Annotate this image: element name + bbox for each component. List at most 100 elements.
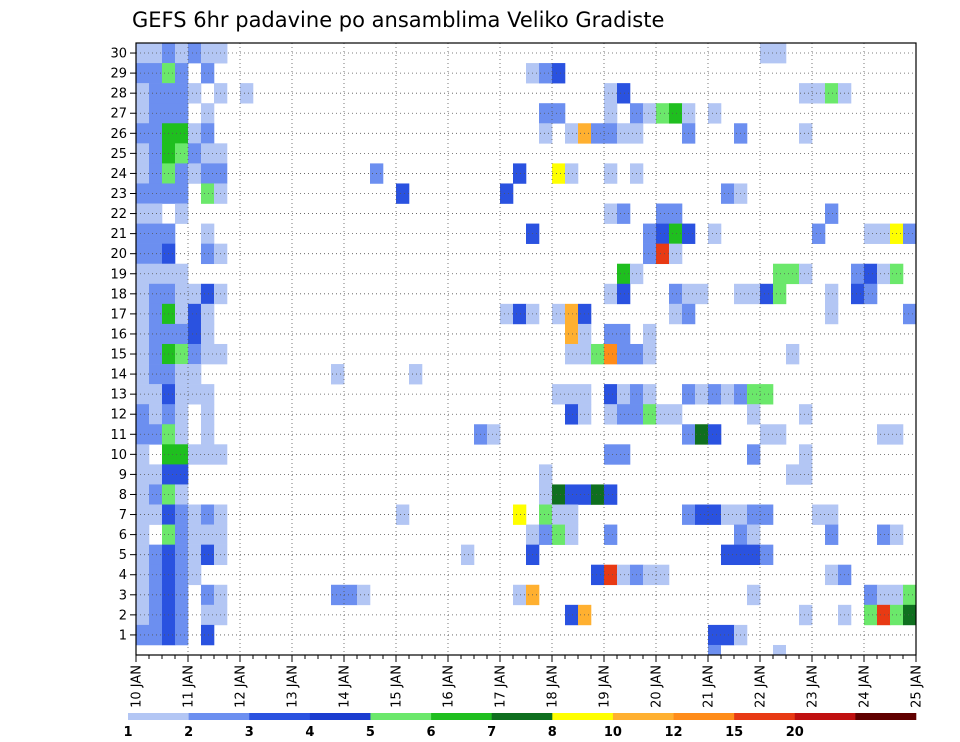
- precip-cell: [175, 424, 189, 445]
- precip-cell: [188, 303, 202, 325]
- precip-cell: [773, 283, 787, 305]
- precip-cell: [136, 484, 150, 505]
- precip-cell: [188, 504, 202, 525]
- precip-cell: [201, 404, 215, 425]
- colorbar-swatch: [552, 713, 614, 720]
- precip-cell: [825, 303, 839, 325]
- precip-cell: [240, 83, 254, 104]
- precip-cell: [201, 343, 228, 365]
- precip-cell: [188, 163, 202, 184]
- precip-cell: [643, 404, 657, 425]
- precip-cell: [721, 384, 735, 405]
- y-tick-label: 21: [110, 227, 127, 242]
- precip-cell: [149, 484, 163, 505]
- precip-cell: [175, 303, 189, 325]
- x-tick-label: 16 JAN: [442, 665, 457, 708]
- precip-cell: [643, 323, 657, 345]
- precip-cell: [565, 524, 579, 545]
- precip-cell: [617, 384, 631, 405]
- precip-cell: [812, 504, 839, 525]
- precip-cell: [539, 484, 553, 505]
- precip-cell: [760, 544, 774, 566]
- precip-cell: [201, 63, 215, 84]
- precip-cell: [149, 384, 163, 405]
- precip-cell: [201, 103, 215, 124]
- y-tick-label: 28: [110, 87, 127, 102]
- precip-cell: [136, 364, 150, 385]
- precip-cell: [877, 584, 904, 606]
- precip-cell: [669, 283, 683, 305]
- y-tick-label: 3: [119, 588, 127, 603]
- colorbar-swatch: [734, 713, 796, 720]
- precip-cell: [513, 163, 527, 184]
- y-tick-label: 19: [110, 267, 127, 282]
- precip-cell: [175, 343, 189, 365]
- precip-cell: [201, 584, 215, 606]
- colorbar-label: 8: [548, 725, 557, 740]
- y-tick-label: 29: [110, 67, 127, 82]
- precip-cell: [565, 343, 592, 365]
- precip-cell: [799, 123, 813, 144]
- y-tick-label: 13: [110, 388, 127, 403]
- y-tick-label: 24: [110, 167, 127, 182]
- colorbar-swatch: [612, 713, 674, 720]
- y-tick-label: 30: [110, 47, 127, 62]
- colorbar-label: 7: [487, 725, 496, 740]
- precip-cell: [604, 203, 618, 224]
- precip-cell: [773, 263, 800, 285]
- precip-cell: [903, 604, 917, 626]
- precip-cell: [669, 303, 683, 325]
- precip-cell: [136, 604, 150, 626]
- precip-cell: [877, 604, 891, 626]
- precip-cell: [149, 544, 163, 566]
- precip-cell: [721, 504, 748, 525]
- precip-cell: [136, 384, 150, 405]
- precip-cell: [851, 283, 865, 305]
- precip-cell: [552, 524, 566, 545]
- x-axis: 10 JAN 11 JAN 12 JAN 13 JAN 14 JAN 15 JAN 16 J…: [130, 655, 925, 708]
- y-tick-label: 9: [119, 468, 127, 483]
- precip-cell: [825, 203, 839, 224]
- precip-cell: [604, 163, 618, 184]
- colorbar-label: 6: [427, 725, 436, 740]
- precip-cell: [643, 103, 657, 124]
- precip-cell: [552, 303, 566, 325]
- y-tick-label: 15: [110, 348, 127, 363]
- x-tick-label: 12 JAN: [234, 665, 249, 708]
- precip-cell: [149, 323, 176, 345]
- precip-cell: [643, 384, 657, 405]
- precip-cell: [552, 63, 566, 84]
- precip-cell: [201, 384, 215, 405]
- x-tick-label: 25 JAN: [910, 665, 925, 708]
- precip-cell: [136, 343, 150, 365]
- x-tick-label: 22 JAN: [754, 665, 769, 708]
- precip-cell: [617, 404, 644, 425]
- colorbar-swatch: [128, 713, 189, 720]
- precip-cell: [591, 564, 605, 586]
- precip-cell: [149, 103, 176, 124]
- precip-cell: [565, 163, 579, 184]
- precip-cell: [136, 524, 150, 545]
- precip-cell: [617, 203, 631, 224]
- precip-cell: [201, 624, 215, 646]
- colorbar-swatch: [855, 713, 917, 720]
- precip-cell: [539, 63, 553, 84]
- precip-cell: [136, 43, 163, 64]
- precip-cell: [357, 584, 371, 606]
- precip-cell: [136, 323, 150, 345]
- colorbar-swatch: [673, 713, 735, 720]
- precip-cell: [643, 243, 657, 265]
- precip-cell: [604, 283, 618, 305]
- precip-cell: [604, 83, 618, 104]
- precip-cell: [760, 43, 787, 64]
- precip-cell: [617, 263, 631, 285]
- precip-cell: [825, 283, 839, 305]
- precip-cell: [786, 464, 813, 485]
- x-tick-label: 18 JAN: [546, 665, 561, 708]
- y-tick-label: 8: [119, 488, 127, 503]
- precip-cell: [175, 83, 189, 104]
- precip-cell: [604, 103, 618, 124]
- precip-cell: [188, 343, 202, 365]
- y-tick-label: 16: [110, 327, 127, 342]
